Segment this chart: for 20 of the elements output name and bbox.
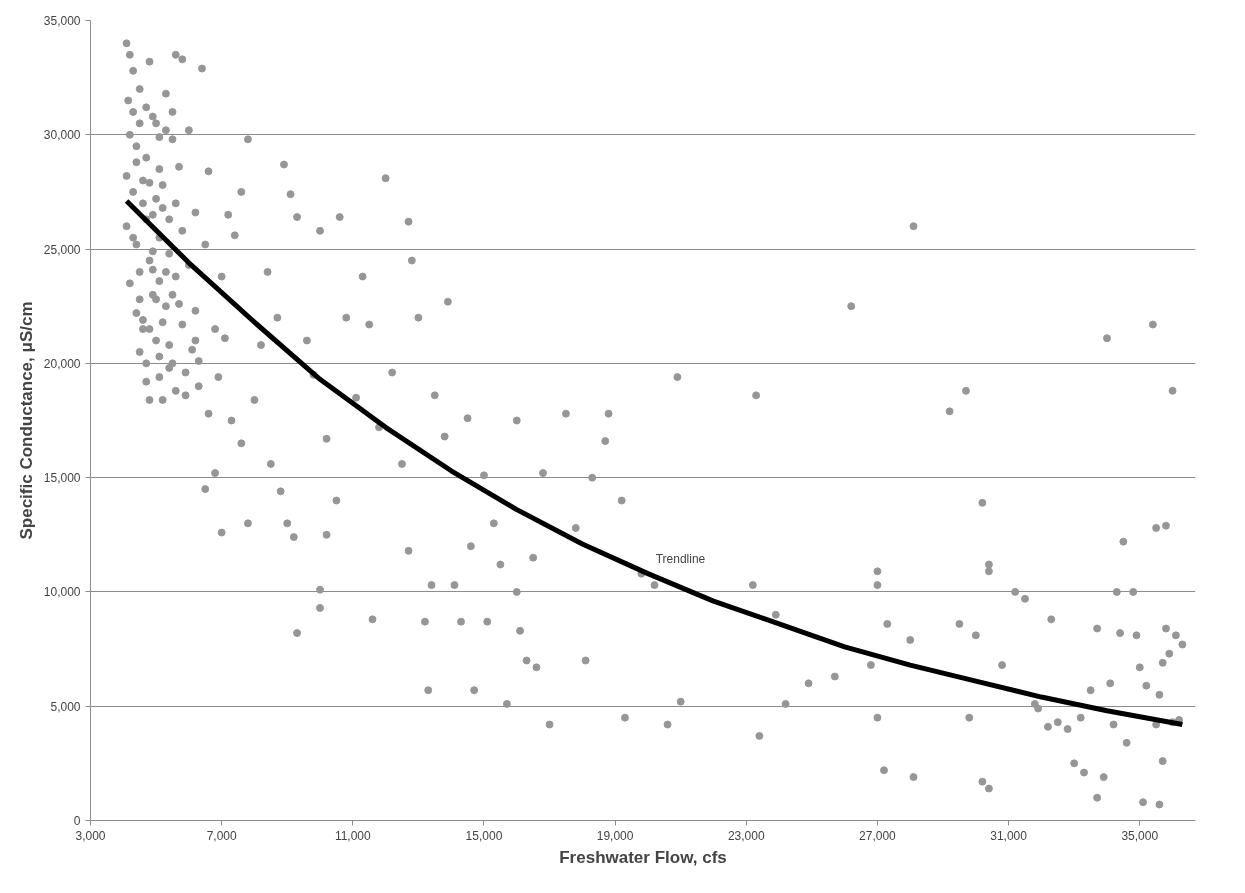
annotation: Trendline bbox=[655, 551, 706, 566]
x-tick-label: 3,000 bbox=[75, 828, 106, 843]
x-axis-title: Freshwater Flow, cfs bbox=[559, 847, 727, 867]
x-tick-label: 19,000 bbox=[596, 828, 634, 843]
x-tick-label: 11,000 bbox=[334, 828, 372, 843]
y-tick-label: 0 bbox=[73, 814, 81, 828]
y-axis-title: Specific Conductance, μS/cm bbox=[16, 301, 36, 540]
y-tick-label: 25,000 bbox=[43, 242, 81, 257]
x-tick-label: 31,000 bbox=[990, 828, 1028, 843]
y-tick-label: 30,000 bbox=[43, 128, 81, 143]
y-tick-label: 15,000 bbox=[43, 471, 81, 486]
x-tick-label: 27,000 bbox=[859, 828, 897, 843]
x-tick-label: 7,000 bbox=[206, 828, 237, 843]
x-tick-label: 15,000 bbox=[465, 828, 503, 843]
y-tick-label: 20,000 bbox=[43, 356, 81, 371]
y-tick-label: 5,000 bbox=[50, 699, 81, 714]
x-tick-label: 23,000 bbox=[727, 828, 765, 843]
y-tick-label: 35,000 bbox=[43, 14, 81, 28]
x-tick-label: 35,000 bbox=[1121, 828, 1159, 843]
y-tick-label: 10,000 bbox=[43, 585, 81, 600]
